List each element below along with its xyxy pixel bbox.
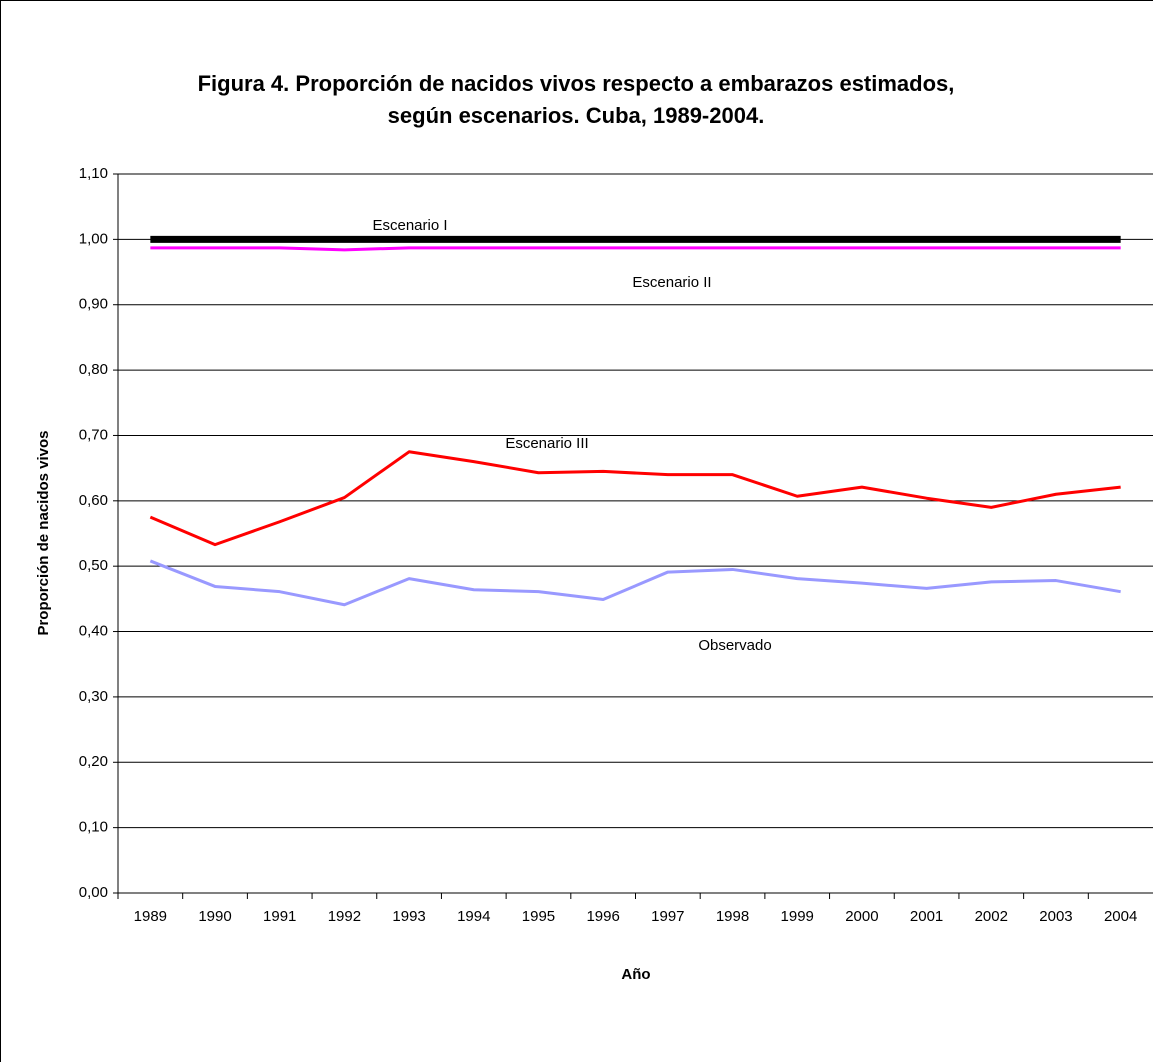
series-line bbox=[150, 246, 1121, 252]
y-tick-label: 0,70 bbox=[79, 426, 108, 443]
y-tick-label: 0,60 bbox=[79, 492, 108, 509]
x-tick-label: 2002 bbox=[975, 908, 1008, 925]
series-label: Escenario II bbox=[632, 274, 711, 291]
x-tick-label: 2000 bbox=[845, 908, 878, 925]
y-tick-label: 0,00 bbox=[79, 884, 108, 901]
series-line bbox=[149, 559, 1121, 607]
x-tick-label: 2004 bbox=[1104, 908, 1137, 925]
y-tick-label: 0,20 bbox=[79, 753, 108, 770]
y-tick-label: 0,30 bbox=[79, 688, 108, 705]
y-tick-label: 1,10 bbox=[79, 165, 108, 182]
series-label: Escenario III bbox=[505, 435, 588, 452]
y-tick-label: 1,00 bbox=[79, 230, 108, 247]
x-tick-label: 1992 bbox=[328, 908, 361, 925]
x-axis-title: Año bbox=[621, 966, 650, 983]
x-tick-label: 1990 bbox=[198, 908, 231, 925]
x-tick-label: 1996 bbox=[586, 908, 619, 925]
series-line bbox=[149, 450, 1121, 547]
x-tick-label: 2001 bbox=[910, 908, 943, 925]
y-tick-label: 0,80 bbox=[79, 361, 108, 378]
series-label: Escenario I bbox=[372, 217, 447, 234]
x-tick-label: 1991 bbox=[263, 908, 296, 925]
x-tick-label: 2003 bbox=[1039, 908, 1072, 925]
chart-title: según escenarios. Cuba, 1989-2004. bbox=[388, 103, 765, 128]
x-tick-label: 1998 bbox=[716, 908, 749, 925]
chart-title: Figura 4. Proporción de nacidos vivos re… bbox=[198, 71, 955, 96]
x-tick-label: 1995 bbox=[522, 908, 555, 925]
y-tick-label: 0,90 bbox=[79, 296, 108, 313]
x-tick-label: 1997 bbox=[651, 908, 684, 925]
y-tick-label: 0,50 bbox=[79, 557, 108, 574]
series-label: Observado bbox=[698, 637, 771, 654]
x-tick-label: 1994 bbox=[457, 908, 490, 925]
y-axis-title: Proporción de nacidos vivos bbox=[35, 430, 52, 635]
x-tick-label: 1999 bbox=[781, 908, 814, 925]
y-tick-label: 0,10 bbox=[79, 819, 108, 836]
x-tick-label: 1993 bbox=[392, 908, 425, 925]
y-tick-label: 0,40 bbox=[79, 623, 108, 640]
x-tick-label: 1989 bbox=[134, 908, 167, 925]
